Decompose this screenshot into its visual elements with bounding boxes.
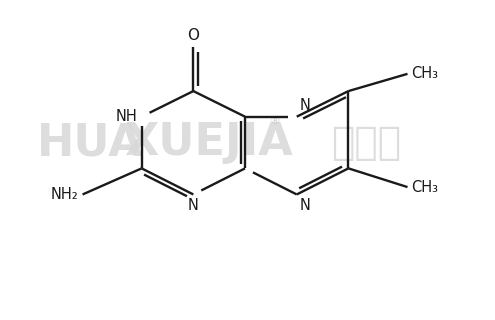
Text: N: N [299,98,310,113]
Text: CH₃: CH₃ [411,66,439,81]
Text: O: O [187,28,199,43]
Text: N: N [299,198,310,213]
Text: XUEJIA: XUEJIA [124,121,293,164]
Text: 化学加: 化学加 [331,124,401,162]
Text: CH₃: CH₃ [411,180,439,195]
Text: N: N [188,198,199,213]
Text: NH₂: NH₂ [51,187,79,202]
Text: ®: ® [269,116,280,126]
Text: HUA: HUA [37,121,144,164]
Text: NH: NH [116,109,138,124]
